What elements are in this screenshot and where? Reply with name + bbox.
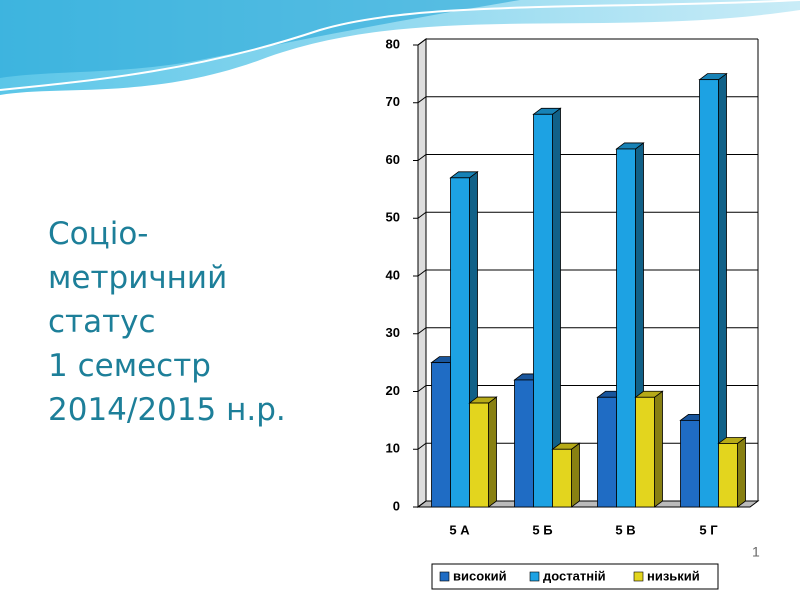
grid-line: [417, 154, 758, 161]
legend-label: низький: [647, 568, 700, 583]
title: Соціо-метричний статус: [48, 216, 228, 340]
bar-side: [488, 396, 497, 508]
bar: [597, 396, 617, 508]
legend: [431, 563, 719, 590]
y-tick-label: 50: [386, 210, 400, 225]
bar-side: [571, 442, 580, 508]
legend-swatch: [633, 571, 644, 582]
grid-line: [417, 96, 758, 104]
legend-label: високий: [453, 568, 507, 583]
y-tick-label: 20: [386, 383, 400, 398]
bar: [680, 419, 700, 508]
x-tick-label: 5 В: [615, 522, 635, 537]
subtitle: 1 семестр 2014/2015 н.р.: [48, 348, 286, 428]
y-tick-label: 40: [386, 267, 400, 282]
bar: [635, 396, 655, 508]
bar-side: [737, 436, 746, 508]
y-tick-label: 80: [386, 36, 400, 51]
legend-swatch: [439, 571, 450, 582]
bar: [514, 379, 534, 508]
wave-line: [0, 0, 800, 91]
bar-side: [654, 390, 663, 508]
bar: [469, 402, 489, 508]
bar: [699, 79, 719, 508]
x-tick-label: 5 Б: [532, 522, 552, 537]
grid-line: [417, 269, 758, 277]
y-tick-label: 70: [386, 94, 400, 109]
y-tick-label: 0: [393, 498, 400, 513]
legend-label: достатній: [543, 568, 606, 583]
y-tick-label: 60: [386, 152, 400, 167]
bar: [616, 148, 636, 508]
x-tick-label: 5 Г: [699, 522, 718, 537]
x-tick-label: 5 А: [449, 522, 470, 537]
y-tick-label: 30: [386, 325, 400, 340]
grid-line: [417, 211, 758, 219]
slide-number: 1: [752, 544, 760, 560]
legend-swatch: [529, 571, 540, 582]
grid-line: [417, 385, 758, 392]
bar: [450, 177, 470, 508]
side-text: Соціо-метричний статус 1 семестр 2014/20…: [48, 212, 318, 432]
bar: [718, 443, 738, 508]
bar: [431, 362, 451, 508]
grid-line: [417, 327, 758, 335]
grid-line: [417, 38, 758, 46]
bar: [533, 113, 553, 508]
bar: [552, 448, 572, 508]
wave: [0, 0, 520, 78]
y-tick-label: 10: [386, 441, 400, 456]
